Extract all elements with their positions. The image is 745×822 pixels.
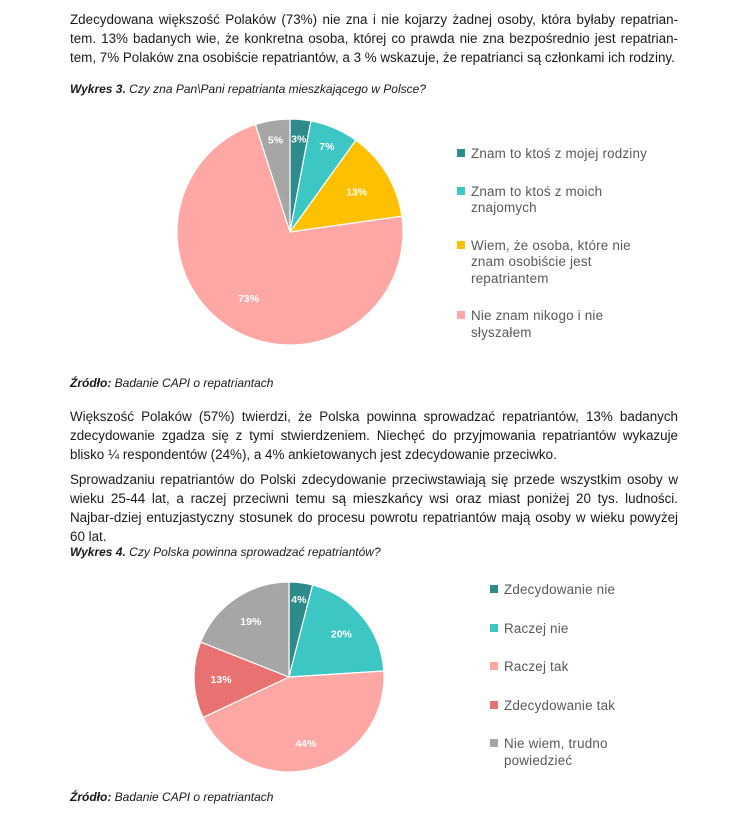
chart4-caption: Wykres 4. Czy Polska powinna sprowadzać …	[70, 545, 381, 559]
chart3-legend: Znam to ktoś z mojej rodziny Znam to ktoś…	[457, 146, 657, 362]
chart4-data-label-5: 19%	[240, 616, 262, 628]
chart3-legend-item-1: Znam to ktoś z mojej rodziny	[457, 146, 657, 163]
chart4-source-text: Badanie CAPI o repatriantach	[111, 790, 274, 804]
chart4-legend-swatch-5	[490, 739, 498, 747]
chart3-legend-swatch-2	[457, 186, 465, 195]
chart4-pie: 4% 20% 44% 13% 19%	[193, 581, 385, 773]
chart3-source-label: Źródło:	[70, 376, 112, 390]
chart3-legend-label-1: Znam to ktoś z mojej rodziny	[471, 146, 648, 161]
chart4-legend-item-3: Raczej tak	[490, 659, 660, 676]
chart3-data-label-2: 7%	[319, 141, 335, 153]
chart4-data-label-1: 4%	[291, 594, 307, 606]
chart3-caption: Wykres 3. Czy zna Pan\Pani repatrianta m…	[70, 82, 426, 96]
chart4-data-label-2: 20%	[331, 629, 353, 641]
chart4-legend-swatch-1	[490, 585, 498, 593]
chart3-legend-item-2: Znam to ktoś z moich znajomych	[457, 184, 657, 217]
chart4-legend-swatch-2	[490, 623, 498, 632]
chart4-caption-text: Czy Polska powinna sprowadzać repatriant…	[125, 545, 381, 559]
chart4-slice-5	[199, 581, 290, 678]
chart3-data-label-4: 73%	[238, 293, 260, 305]
chart3-data-label-1: 3%	[291, 134, 307, 146]
chart3-caption-label: Wykres 3.	[70, 82, 126, 96]
chart4-legend-label-1: Zdecydowanie nie	[504, 582, 616, 597]
chart4-legend-item-1: Zdecydowanie nie	[490, 582, 660, 599]
chart3-caption-text: Czy zna Pan\Pani repatrianta mieszkające…	[125, 82, 426, 96]
chart3-slice-3	[288, 139, 403, 233]
chart4-source: Źródło: Badanie CAPI o repatriantach	[70, 790, 273, 804]
chart3-legend-swatch-4	[457, 311, 465, 319]
chart4-legend-label-3: Raczej tak	[504, 659, 569, 674]
chart3-data-label-3: 13%	[346, 187, 368, 199]
chart4-slice-4	[193, 641, 291, 719]
chart4-slice-2	[288, 584, 385, 678]
chart4-legend-swatch-4	[490, 700, 498, 709]
chart3-legend-swatch-3	[457, 240, 465, 249]
chart4-legend-item-2: Raczej nie	[490, 621, 660, 638]
chart3-source-text: Badanie CAPI o repatriantach	[111, 376, 274, 390]
chart3-legend-label-3: Wiem, że osoba, które nie znam osobiście…	[471, 237, 631, 286]
chart3-source: Źródło: Badanie CAPI o repatriantach	[70, 376, 273, 390]
chart3-slice-5	[254, 118, 291, 233]
chart4-legend-item-4: Zdecydowanie tak	[490, 698, 660, 715]
chart4-legend: Zdecydowanie nie Raczej nie Raczej tak Zdec…	[490, 582, 660, 791]
chart3-legend-label-2: Znam to ktoś z moich znajomych	[471, 183, 603, 216]
chart3-legend-swatch-1	[457, 149, 465, 157]
chart3-slice-4	[176, 123, 404, 346]
chart3-data-label-5: 5%	[268, 134, 284, 146]
chart3-legend-item-4: Nie znam nikogo i nie słyszałem	[457, 308, 657, 341]
paragraph-1: Zdecydowana większość Polaków (73%) nie …	[70, 12, 678, 65]
paragraph-2: Większość Polaków (57%) twierdzi, że Pol…	[70, 409, 678, 462]
chart4-data-label-3: 44%	[295, 738, 317, 750]
chart4-legend-label-2: Raczej nie	[504, 620, 569, 636]
chart4-caption-label: Wykres 4.	[70, 545, 126, 559]
chart4-legend-label-5: Nie wiem, trudno powiedzieć	[504, 736, 608, 768]
chart4-legend-item-5: Nie wiem, trudno powiedzieć	[490, 736, 660, 769]
chart4-data-label-4: 13%	[211, 674, 233, 686]
paragraph-3: Sprowadzaniu repatriantów do Polski zdec…	[70, 472, 678, 544]
chart3-pie: 3% 7% 13% 73% 5%	[176, 118, 404, 346]
chart3-legend-item-3: Wiem, że osoba, które nie znam osobiście…	[457, 238, 657, 288]
chart3-legend-label-4: Nie znam nikogo i nie słyszałem	[471, 308, 604, 340]
chart4-legend-swatch-3	[490, 662, 498, 670]
chart4-legend-label-4: Zdecydowanie tak	[504, 697, 616, 713]
chart4-source-label: Źródło:	[70, 790, 112, 804]
